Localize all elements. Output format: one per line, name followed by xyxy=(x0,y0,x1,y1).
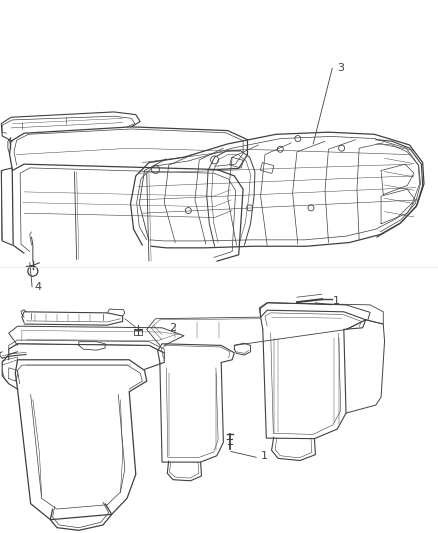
Circle shape xyxy=(211,156,219,164)
Circle shape xyxy=(28,266,38,276)
Bar xyxy=(134,330,142,335)
Circle shape xyxy=(152,165,159,174)
Circle shape xyxy=(277,146,283,152)
Circle shape xyxy=(295,135,301,142)
Circle shape xyxy=(339,145,345,151)
Bar xyxy=(260,163,274,173)
Circle shape xyxy=(185,207,191,214)
Text: 4: 4 xyxy=(34,282,41,292)
Text: 1: 1 xyxy=(333,296,340,306)
Text: 3: 3 xyxy=(337,63,344,73)
Text: 1: 1 xyxy=(261,451,268,461)
Text: 2: 2 xyxy=(169,323,176,333)
Circle shape xyxy=(308,205,314,211)
Bar xyxy=(230,157,243,168)
Circle shape xyxy=(247,205,253,211)
